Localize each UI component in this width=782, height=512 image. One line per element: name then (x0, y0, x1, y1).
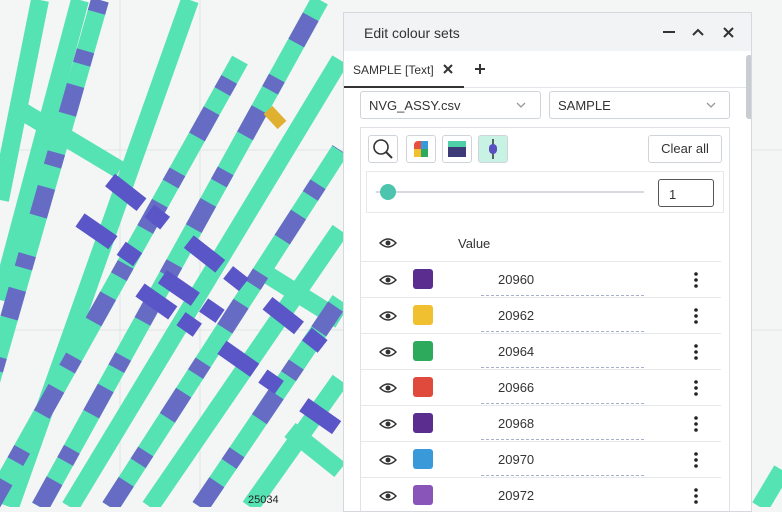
tab-label[interactable]: SAMPLE [Text] (353, 63, 434, 77)
colour-swatch[interactable] (413, 305, 433, 325)
slider-track[interactable] (376, 191, 644, 193)
value-text[interactable]: 20966 (481, 380, 644, 404)
axis-label: 25034 (248, 494, 279, 506)
colour-swatch[interactable] (413, 377, 433, 397)
tab-bar: SAMPLE [Text] (344, 51, 751, 88)
colour-sets-panel: Edit colour sets SAMPLE [Text] NVG_ASSY.… (343, 12, 752, 512)
eye-icon[interactable] (379, 489, 397, 503)
row-menu[interactable] (693, 307, 699, 325)
chevrons (516, 102, 716, 108)
select-text: SAMPLE (558, 98, 611, 113)
slider-knob[interactable] (380, 184, 396, 200)
row-menu[interactable] (693, 451, 699, 469)
scrollbar[interactable] (746, 55, 751, 119)
field-select[interactable]: SAMPLE (549, 91, 730, 119)
eye-icon[interactable] (379, 309, 397, 323)
row-menu[interactable] (693, 487, 699, 505)
panel-title: Edit colour sets (364, 25, 460, 41)
table-row: 20962 (361, 297, 721, 334)
eye-icon[interactable] (379, 273, 397, 287)
value-text[interactable]: 20970 (481, 452, 644, 476)
row-menu[interactable] (693, 415, 699, 433)
table-row: 20972 (361, 477, 721, 511)
clear-all-button[interactable]: Clear all (648, 135, 722, 163)
slider-row (366, 171, 724, 213)
tab-controls[interactable] (440, 61, 490, 77)
file-select[interactable]: NVG_ASSY.csv (360, 91, 541, 119)
eye-icon[interactable] (379, 417, 397, 431)
search-button[interactable] (368, 135, 398, 163)
table-header: Value (361, 225, 721, 261)
panel-header: Edit colour sets (344, 13, 751, 51)
table-row: 20968 (361, 405, 721, 442)
table-row: 20960 (361, 261, 721, 298)
colour-swatch[interactable] (413, 485, 433, 505)
row-menu[interactable] (693, 343, 699, 361)
value-text[interactable]: 20960 (481, 272, 644, 296)
window-controls[interactable] (654, 23, 744, 43)
table-row: 20964 (361, 333, 721, 370)
column-header: Value (458, 236, 491, 251)
eye-icon[interactable] (379, 453, 397, 467)
select-text: NVG_ASSY.csv (369, 98, 461, 113)
colour-swatch[interactable] (413, 449, 433, 469)
value-text[interactable]: 20972 (481, 488, 644, 511)
content-box (360, 127, 730, 511)
eye-icon[interactable] (379, 345, 397, 359)
row-menu[interactable] (693, 271, 699, 289)
layers-button[interactable] (442, 135, 472, 163)
colour-swatch[interactable] (413, 341, 433, 361)
value-text[interactable]: 20962 (481, 308, 644, 332)
table-row: 20970 (361, 441, 721, 478)
colour-swatch[interactable] (413, 413, 433, 433)
row-menu[interactable] (693, 379, 699, 397)
size-input[interactable]: 1 (658, 179, 714, 207)
value-text[interactable]: 20964 (481, 344, 644, 368)
eye-icon[interactable] (379, 236, 397, 250)
colour-swatch[interactable] (413, 269, 433, 289)
tab[interactable] (344, 51, 464, 88)
palette-button[interactable] (406, 135, 436, 163)
table-row: 20966 (361, 369, 721, 406)
value-text[interactable]: 20968 (481, 416, 644, 440)
toggle-button[interactable] (478, 135, 508, 163)
eye-icon[interactable] (379, 381, 397, 395)
